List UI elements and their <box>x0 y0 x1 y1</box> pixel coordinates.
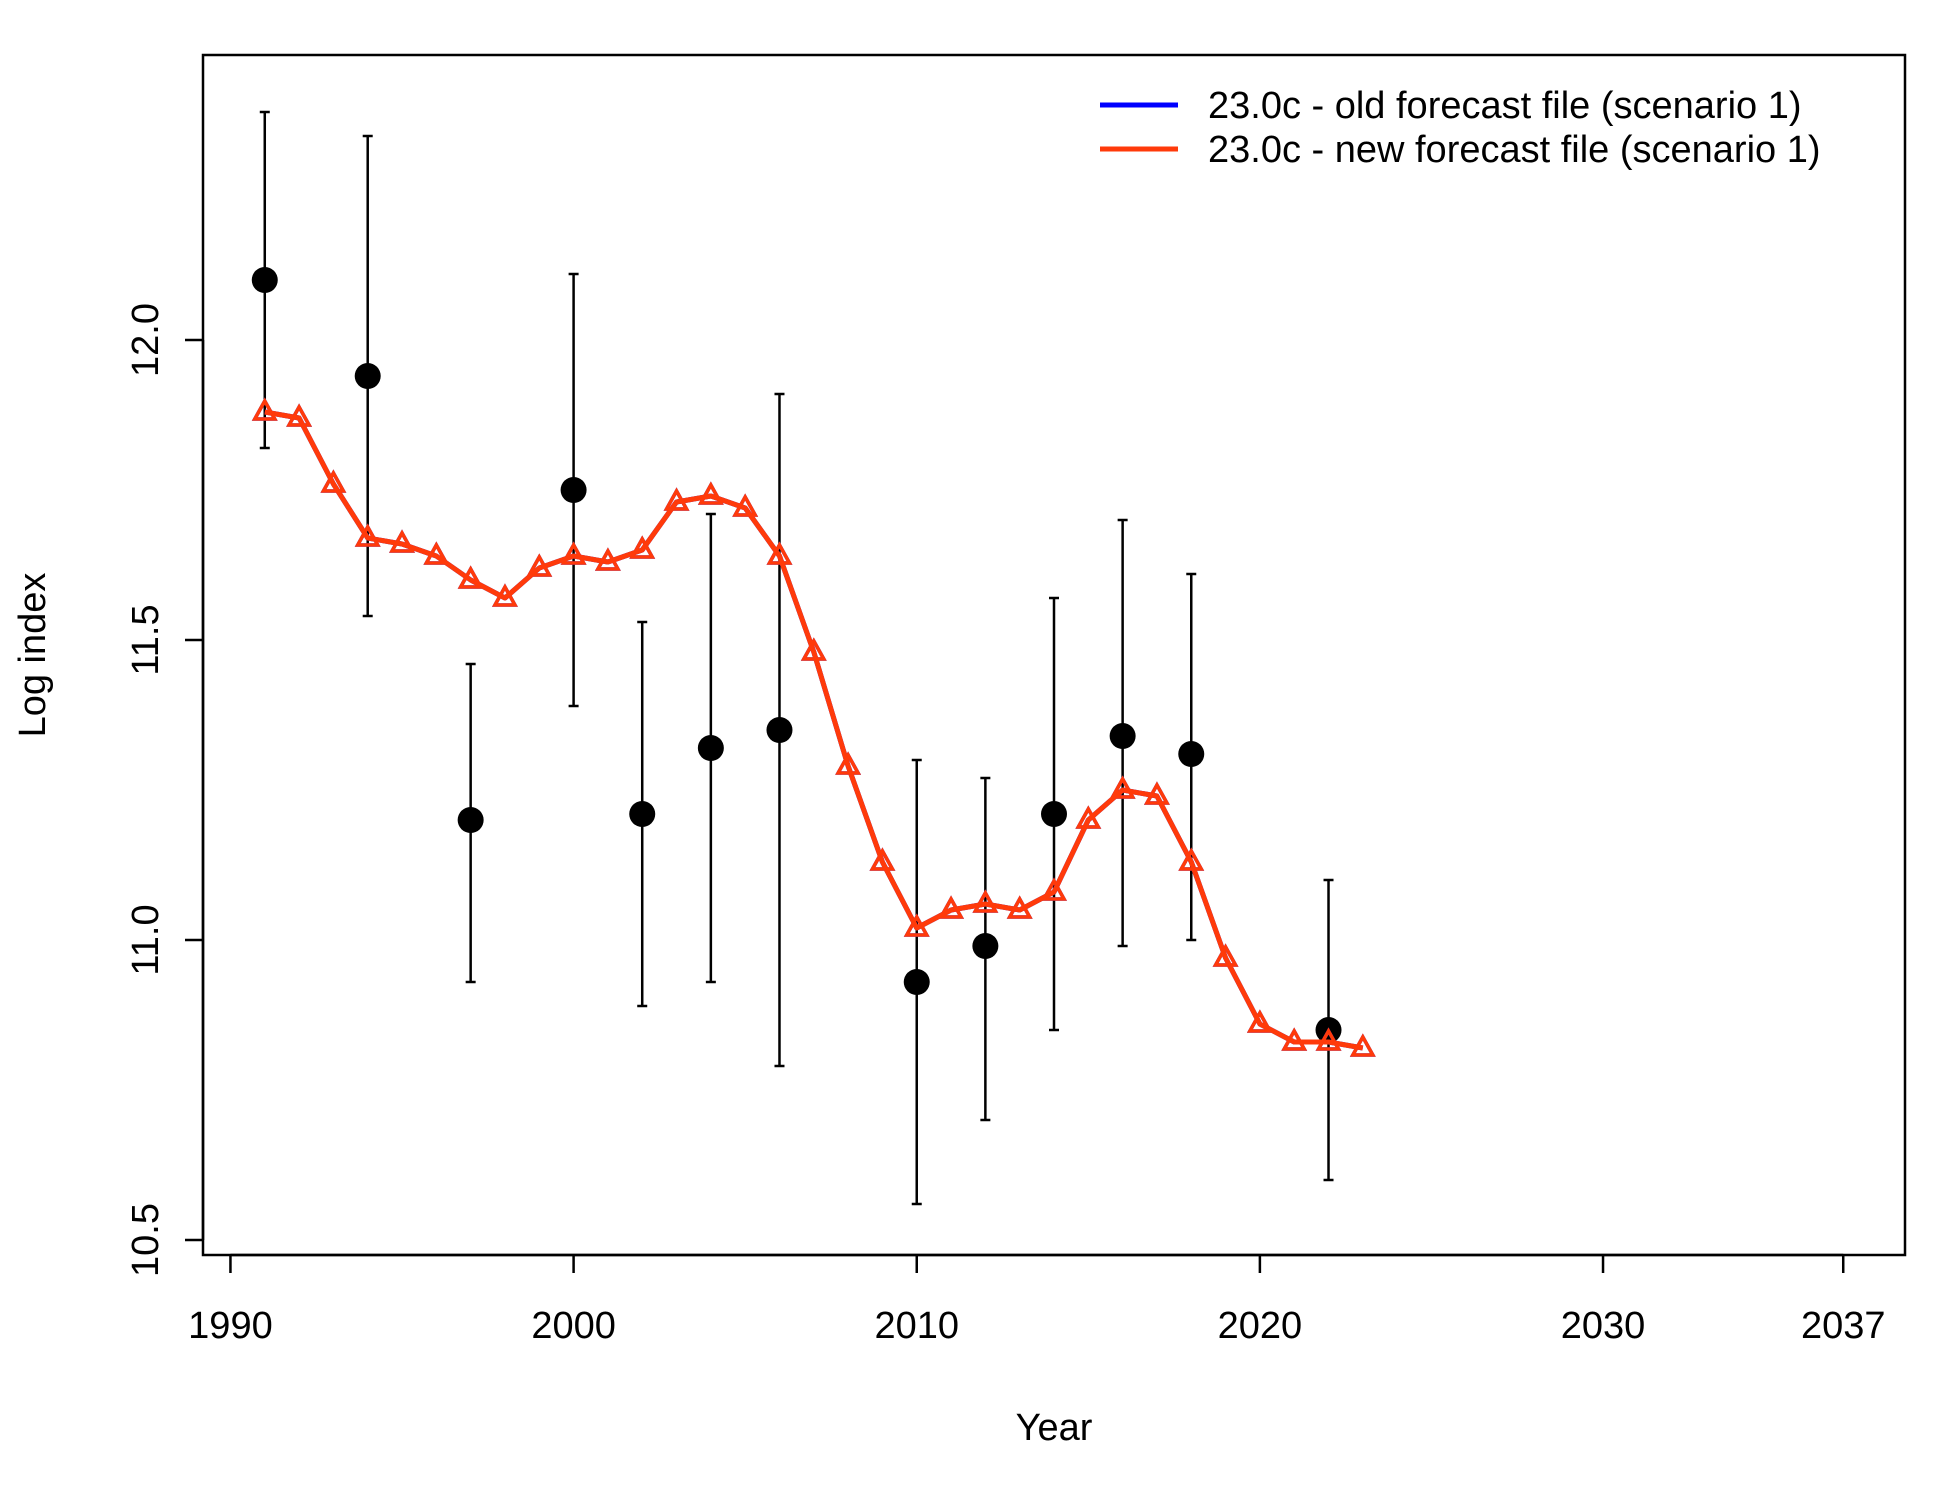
x-axis-title: Year <box>1016 1407 1093 1449</box>
observed-point <box>972 933 999 959</box>
y-tick-label: 10.5 <box>125 1203 167 1277</box>
series-2-marker <box>1315 1027 1342 1051</box>
y-tick-label: 11.0 <box>125 904 167 975</box>
x-tick-label: 2010 <box>874 1305 959 1347</box>
y-tick-label: 12.0 <box>125 303 167 377</box>
series-2-marker <box>286 403 313 427</box>
x-tick-label: 2037 <box>1801 1305 1886 1347</box>
series-2-marker <box>1349 1033 1376 1057</box>
observed-point <box>457 807 484 833</box>
series-2-marker <box>423 541 450 565</box>
series-2-marker <box>1281 1027 1308 1051</box>
legend: 23.0c - old forecast file (scenario 1)23… <box>1100 85 1821 171</box>
observed-point <box>1178 741 1205 767</box>
observed-point <box>697 735 724 761</box>
series-2-marker <box>869 847 896 871</box>
series-2-marker <box>629 535 656 559</box>
y-axis: 10.5 11.0 11.5 12.0 <box>125 303 205 1277</box>
observed-point <box>1109 723 1136 749</box>
x-axis: 1990 2000 2010 2020 2030 2037 <box>188 1253 1886 1347</box>
series-2-marker <box>491 583 518 607</box>
series-2-marker <box>1006 895 1033 919</box>
series-2-marker <box>732 493 759 517</box>
series-2-marker <box>1041 877 1067 901</box>
error-bars <box>259 110 1334 1206</box>
series-line-2 <box>264 409 1364 1051</box>
series-2-marker <box>697 481 724 505</box>
x-tick-label: 2030 <box>1561 1305 1646 1347</box>
series-2-marker <box>354 523 381 547</box>
series-2-marker <box>594 547 621 571</box>
x-tick-label: 2000 <box>531 1305 616 1347</box>
series-2-marker <box>320 469 347 493</box>
series-2-marker <box>800 637 827 661</box>
series-2-marker <box>1246 1009 1273 1033</box>
y-tick-label: 11.5 <box>125 604 167 675</box>
legend-label: 23.0c - new forecast file (scenario 1) <box>1208 129 1821 171</box>
series-2-marker <box>938 895 965 919</box>
series-2-marker <box>835 751 862 775</box>
y-axis-title: Log index <box>12 573 54 738</box>
series-2-marker <box>903 913 930 937</box>
observed-point <box>560 477 587 503</box>
x-tick-label: 1990 <box>188 1305 273 1347</box>
observed-point <box>251 267 278 293</box>
series-line-1 <box>264 409 1364 1051</box>
observed-point <box>354 363 381 389</box>
series-2-marker <box>766 541 793 565</box>
observed-point <box>903 969 930 995</box>
series-2-marker <box>389 529 415 553</box>
series-2-marker <box>251 397 278 421</box>
observed-point <box>629 801 656 827</box>
series-2-marker <box>526 553 553 577</box>
series-2-marker <box>1109 775 1136 799</box>
series-2-marker <box>1212 943 1239 967</box>
legend-label: 23.0c - old forecast file (scenario 1) <box>1208 85 1802 127</box>
series-2-marker <box>1178 847 1205 871</box>
x-tick-label: 2020 <box>1218 1305 1303 1347</box>
observed-point <box>766 717 793 743</box>
series-2-marker <box>457 565 484 589</box>
series-2-marker <box>663 487 690 511</box>
series-layer <box>251 397 1376 1057</box>
observed-point <box>1041 801 1067 827</box>
series-2-marker <box>560 541 587 565</box>
observed-points <box>251 267 1342 1043</box>
series-2-marker <box>1143 781 1170 805</box>
series-2-marker <box>1075 805 1102 829</box>
series-2-marker <box>972 889 999 913</box>
